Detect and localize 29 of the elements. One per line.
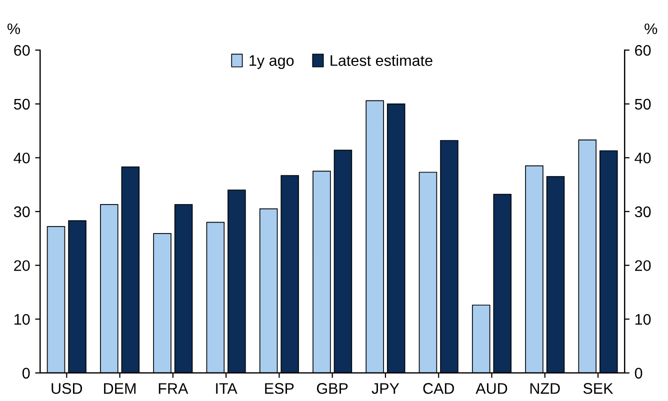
- x-tick-label: NZD: [530, 383, 560, 394]
- x-tick-label: FRA: [158, 383, 188, 394]
- x-tick-label: DEM: [104, 383, 136, 394]
- y2-tick-label: 0: [634, 368, 642, 379]
- y-tick-label: 30: [14, 206, 30, 218]
- x-tick-label: SEK: [583, 383, 614, 394]
- x-tick-label: ESP: [265, 383, 294, 394]
- x-tick-label: USD: [52, 383, 82, 394]
- y2-tick-label: 40: [634, 152, 651, 164]
- x-tick-label: CAD: [423, 383, 454, 394]
- x-tick-label: JPY: [372, 383, 400, 394]
- y2-tick-label: 50: [634, 98, 651, 110]
- y2-tick-label: 10: [635, 314, 651, 325]
- y2-tick-label: 20: [635, 260, 651, 272]
- y-tick-label: 60: [14, 44, 30, 56]
- y-tick-label: 20: [14, 260, 30, 272]
- x-tick-label: GBP: [316, 383, 348, 394]
- legend-label: Latest estimate: [330, 54, 432, 66]
- y-axis-title: %: [8, 23, 20, 34]
- y2-axis-title: %: [644, 23, 658, 34]
- y-tick-label: 40: [14, 152, 30, 164]
- x-tick-label: ITA: [216, 383, 238, 394]
- y2-tick-label: 60: [635, 44, 651, 56]
- y-tick-label: 50: [14, 98, 30, 110]
- legend-label: 1y ago: [250, 55, 294, 69]
- y-tick-label: 0: [22, 368, 30, 379]
- y-tick-label: 10: [14, 314, 30, 325]
- y2-tick-label: 30: [634, 206, 651, 218]
- x-tick-label: AUD: [476, 383, 508, 394]
